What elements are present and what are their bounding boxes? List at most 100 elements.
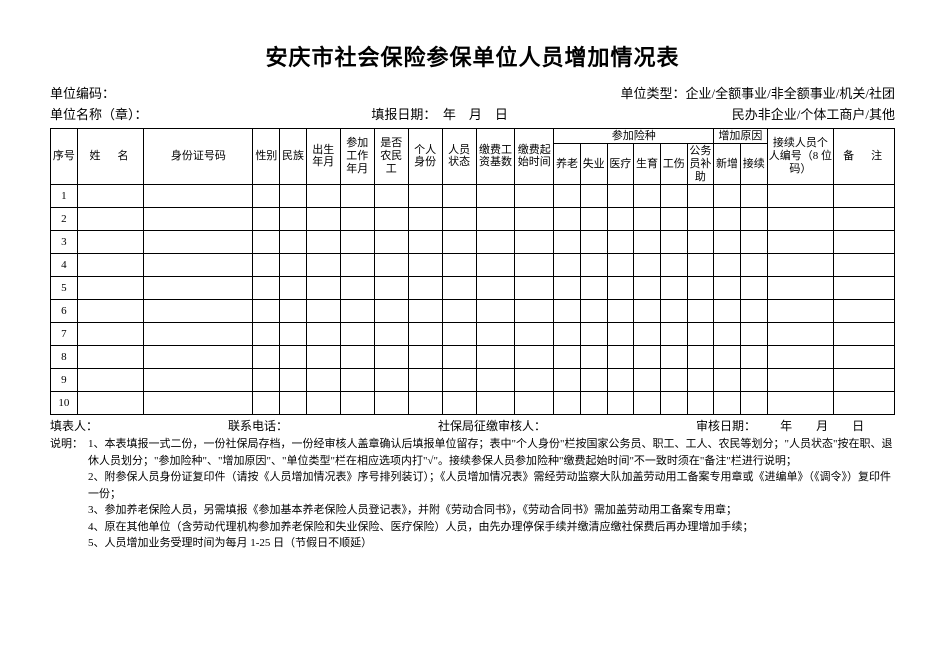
cell-empty [374, 254, 408, 277]
cell-empty [476, 346, 515, 369]
cell-empty [515, 277, 554, 300]
cell-empty [607, 185, 634, 208]
cell-empty [554, 369, 581, 392]
cell-empty [767, 323, 834, 346]
cell-empty [607, 346, 634, 369]
cell-empty [607, 300, 634, 323]
cell-empty [374, 300, 408, 323]
cell-empty [634, 300, 661, 323]
table-row: 7 [51, 323, 895, 346]
footer-review-date-label: 审核日期： [696, 417, 756, 434]
cell-empty [834, 208, 895, 231]
cell-empty [607, 369, 634, 392]
cell-empty [687, 254, 714, 277]
cell-empty [280, 208, 307, 231]
cell-empty [740, 323, 767, 346]
footer-phone: 联系电话： [228, 417, 288, 434]
cell-empty [554, 323, 581, 346]
notes-label: 说明： [50, 436, 88, 453]
cell-seq: 4 [51, 254, 78, 277]
cell-empty [442, 300, 476, 323]
unit-name-label: 单位名称（章）： [50, 105, 148, 126]
cell-empty [476, 277, 515, 300]
cell-empty [77, 254, 144, 277]
cell-empty [476, 254, 515, 277]
cell-empty [660, 323, 687, 346]
cell-empty [580, 392, 607, 415]
cell-empty [634, 392, 661, 415]
cell-empty [340, 231, 374, 254]
note-item: 4、原在其他单位（含劳动代理机构参加养老保险和失业保险、医疗保险）人员，由先办理… [88, 519, 895, 536]
notes: 说明： 1、本表填报一式二份，一份社保局存档，一份经审核人盖章确认后填报单位留存… [50, 436, 895, 552]
cell-empty [280, 254, 307, 277]
cell-empty [634, 208, 661, 231]
th-sex: 性别 [253, 128, 280, 185]
unit-code-label: 单位编码： [50, 84, 115, 105]
th-reason-group: 增加原因 [714, 128, 767, 144]
cell-empty [714, 277, 741, 300]
cell-empty [554, 254, 581, 277]
table-body: 12345678910 [51, 185, 895, 415]
cell-empty [476, 185, 515, 208]
table-row: 6 [51, 300, 895, 323]
cell-empty [634, 346, 661, 369]
cell-empty [714, 369, 741, 392]
th-reason-xz: 新增 [714, 144, 741, 185]
cell-empty [580, 369, 607, 392]
cell-empty [740, 392, 767, 415]
cell-empty [77, 277, 144, 300]
cell-empty [144, 323, 253, 346]
cell-empty [834, 369, 895, 392]
cell-empty [144, 254, 253, 277]
table-row: 3 [51, 231, 895, 254]
table-row: 5 [51, 277, 895, 300]
cell-empty [767, 277, 834, 300]
unit-type-value: 企业/全额事业/非全额事业/机关/社团 [686, 86, 895, 101]
cell-empty [554, 277, 581, 300]
cell-empty [306, 231, 340, 254]
cell-empty [408, 231, 442, 254]
cell-empty [77, 300, 144, 323]
cell-empty [607, 254, 634, 277]
cell-empty [340, 208, 374, 231]
cell-empty [408, 185, 442, 208]
th-pnum: 接续人员个人编号（8 位码） [767, 128, 834, 185]
cell-empty [580, 300, 607, 323]
cell-empty [515, 208, 554, 231]
cell-empty [476, 369, 515, 392]
cell-empty [607, 277, 634, 300]
cell-empty [253, 254, 280, 277]
cell-empty [834, 277, 895, 300]
cell-empty [767, 254, 834, 277]
cell-empty [607, 231, 634, 254]
cell-empty [408, 369, 442, 392]
cell-empty [253, 208, 280, 231]
cell-empty [580, 185, 607, 208]
cell-empty [144, 231, 253, 254]
cell-empty [740, 369, 767, 392]
cell-empty [634, 369, 661, 392]
cell-empty [374, 323, 408, 346]
cell-empty [714, 231, 741, 254]
cell-empty [687, 277, 714, 300]
th-idnum: 身份证号码 [144, 128, 253, 185]
cell-empty [306, 346, 340, 369]
cell-empty [554, 231, 581, 254]
th-status: 人员状态 [442, 128, 476, 185]
table-row: 8 [51, 346, 895, 369]
cell-empty [660, 277, 687, 300]
cell-empty [374, 208, 408, 231]
cell-empty [834, 392, 895, 415]
cell-empty [340, 369, 374, 392]
cell-empty [253, 346, 280, 369]
cell-empty [607, 323, 634, 346]
cell-empty [280, 392, 307, 415]
cell-empty [767, 300, 834, 323]
cell-empty [660, 369, 687, 392]
cell-empty [740, 254, 767, 277]
cell-empty [834, 254, 895, 277]
cell-empty [634, 323, 661, 346]
cell-empty [476, 323, 515, 346]
cell-empty [687, 231, 714, 254]
cell-empty [714, 185, 741, 208]
